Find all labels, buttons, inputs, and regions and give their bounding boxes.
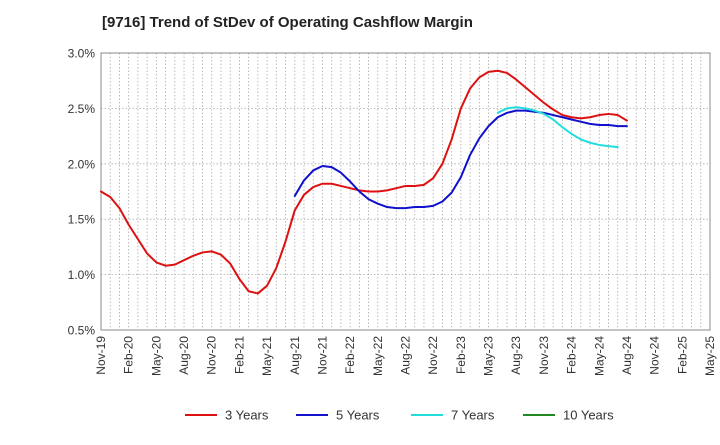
x-tick-label: May-22	[371, 336, 385, 376]
legend-label: 10 Years	[563, 408, 614, 423]
x-tick-label: Aug-24	[620, 336, 634, 375]
x-tick-label: May-21	[260, 336, 274, 376]
x-tick-label: Aug-22	[399, 336, 413, 375]
legend-label: 3 Years	[225, 408, 269, 423]
y-tick-label: 1.0%	[68, 268, 96, 282]
series-line-2	[293, 109, 628, 210]
y-tick-label: 0.5%	[68, 324, 96, 338]
x-tick-label: Feb-23	[454, 336, 468, 374]
y-tick-label: 1.5%	[68, 213, 96, 227]
series-line-3	[496, 106, 619, 149]
x-tick-label: Feb-21	[232, 336, 246, 374]
legend-label: 5 Years	[336, 408, 380, 423]
chart-title: [9716] Trend of StDev of Operating Cashf…	[102, 14, 473, 31]
y-tick-label: 3.0%	[68, 47, 96, 61]
y-tick-label: 2.0%	[68, 157, 96, 171]
x-tick-label: Feb-24	[565, 336, 579, 374]
y-tick-label: 2.5%	[68, 102, 96, 116]
x-tick-label: Nov-21	[315, 336, 329, 375]
x-tick-label: Nov-19	[94, 336, 108, 375]
legend-label: 7 Years	[451, 408, 495, 423]
x-tick-label: Feb-22	[343, 336, 357, 374]
x-tick-label: Feb-25	[675, 336, 689, 374]
x-tick-label: Nov-24	[648, 336, 662, 375]
series-line-1	[100, 69, 628, 295]
x-tick-label: Feb-20	[122, 336, 136, 374]
x-tick-label: May-25	[703, 336, 717, 376]
x-tick-label: Aug-20	[177, 336, 191, 375]
x-tick-label: May-23	[482, 336, 496, 376]
x-tick-label: Aug-23	[509, 336, 523, 375]
x-tick-label: Aug-21	[288, 336, 302, 375]
x-tick-label: May-20	[149, 336, 163, 376]
x-tick-label: Nov-22	[426, 336, 440, 375]
x-tick-label: May-24	[592, 336, 606, 376]
x-tick-label: Nov-20	[205, 336, 219, 375]
x-tick-label: Nov-23	[537, 336, 551, 375]
